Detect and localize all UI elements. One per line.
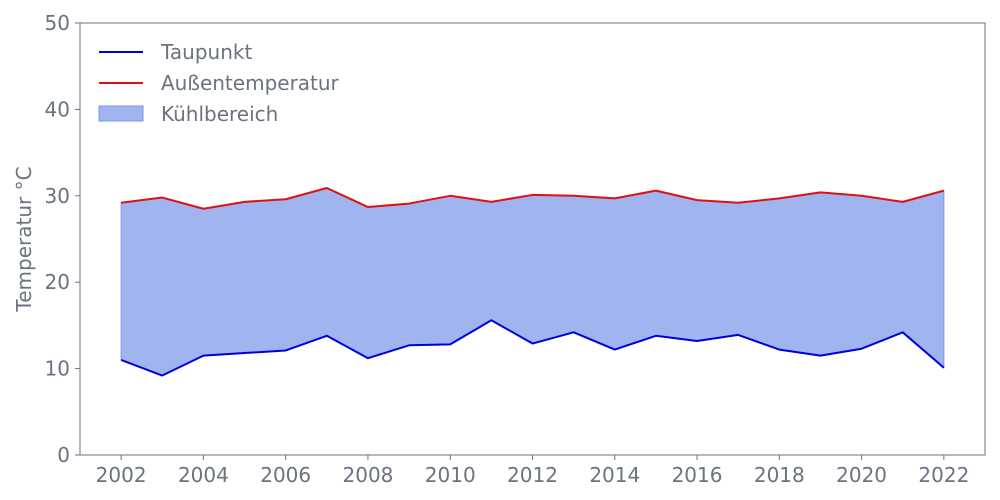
series-line-1 <box>121 187 945 210</box>
x-tick-label: 2022 <box>918 463 969 487</box>
lines-layer <box>120 187 945 377</box>
y-tick-label: 10 <box>45 357 70 381</box>
x-tick-label: 2006 <box>260 463 311 487</box>
legend-label: Außentemperatur <box>161 71 340 95</box>
y-tick-label: 30 <box>45 184 70 208</box>
y-tick-label: 40 <box>45 97 70 121</box>
x-tick-label: 2018 <box>754 463 805 487</box>
x-tick-label: 2008 <box>343 463 394 487</box>
x-tick-label: 2012 <box>507 463 558 487</box>
legend-swatch-fill <box>98 105 144 122</box>
legend: Taupunkt Außentemperatur Kühlbereich <box>98 40 340 126</box>
series-line-0 <box>120 319 945 377</box>
x-tick-label: 2016 <box>672 463 723 487</box>
y-axis-label: Temperatur °C <box>12 166 36 312</box>
x-tick-label: 2002 <box>96 463 147 487</box>
y-tick-label: 20 <box>45 270 70 294</box>
y-tick-label: 0 <box>57 443 70 467</box>
y-tick-label: 50 <box>45 11 70 35</box>
x-tick-label: 2010 <box>425 463 476 487</box>
x-axis-ticks: 2002 2004 2006 2008 2010 2012 2014 2016 2018 2020… <box>96 455 969 487</box>
legend-label: Kühlbereich <box>161 102 278 126</box>
legend-label: Taupunkt <box>160 40 252 64</box>
x-tick-label: 2014 <box>589 463 640 487</box>
x-tick-label: 2020 <box>836 463 887 487</box>
x-tick-label: 2004 <box>178 463 229 487</box>
y-axis-ticks: 0 10 20 30 40 50 <box>45 11 80 467</box>
